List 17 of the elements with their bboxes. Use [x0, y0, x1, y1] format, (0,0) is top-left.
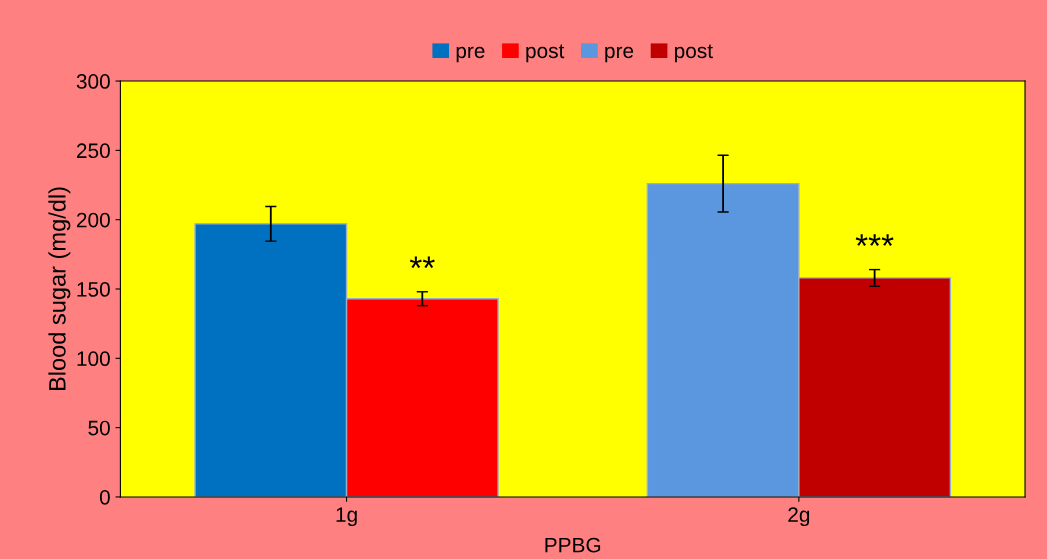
- annotation: **: [409, 256, 435, 269]
- y-tick-label: 300: [76, 74, 110, 89]
- x-axis-title: PPBG: [545, 537, 601, 553]
- legend-label: pre: [456, 46, 485, 63]
- annotation: ***: [855, 234, 894, 246]
- y-tick-label: 0: [99, 489, 110, 505]
- legend-label: post: [526, 44, 565, 63]
- y-tick-label: 100: [77, 351, 110, 367]
- y-tick-label: 50: [88, 420, 110, 436]
- y-axis-title: Blood sugar (mg/dl): [48, 187, 71, 391]
- x-tick-label: 1g: [336, 507, 357, 527]
- legend-label: pre: [605, 46, 634, 63]
- x-tick-label: 2g: [788, 507, 810, 527]
- y-tick-label: 250: [76, 143, 110, 159]
- y-tick-label: 150: [77, 282, 110, 297]
- y-tick-label: 200: [76, 212, 110, 228]
- legend-label: post: [674, 44, 713, 63]
